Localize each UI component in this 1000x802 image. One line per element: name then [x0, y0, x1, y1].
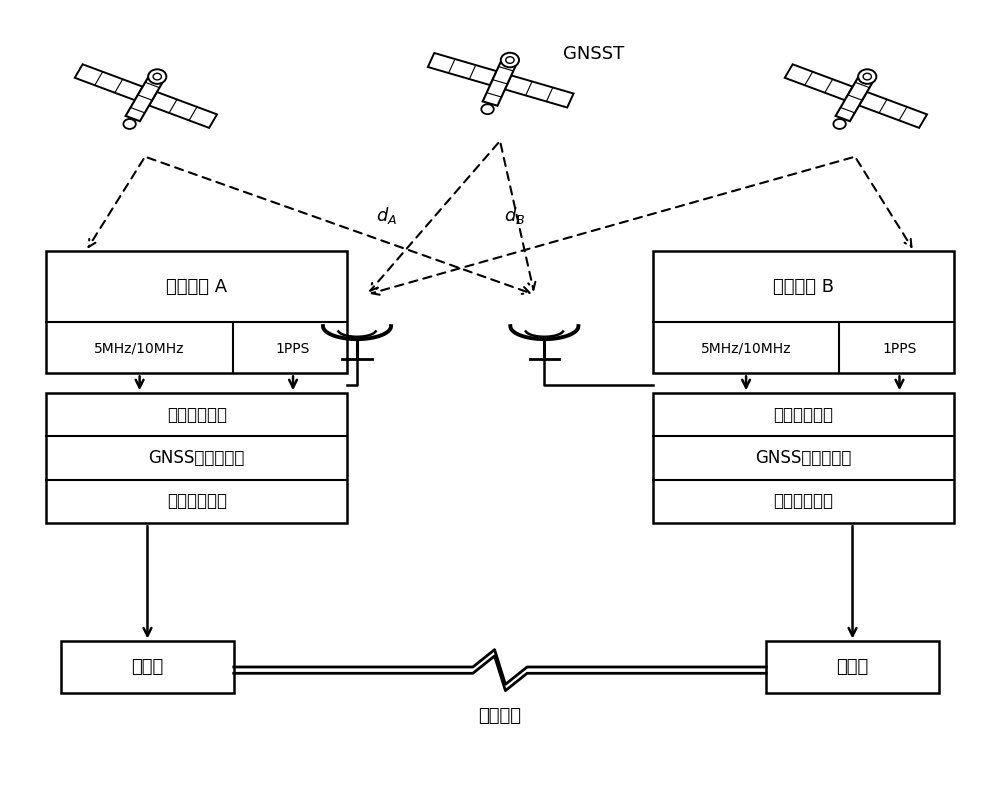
Text: $d_B$: $d_B$ [504, 205, 525, 226]
Polygon shape [836, 74, 874, 121]
Circle shape [123, 119, 136, 129]
Bar [653, 393, 954, 523]
Circle shape [506, 57, 514, 63]
Polygon shape [126, 74, 164, 121]
Text: 1PPS: 1PPS [882, 342, 917, 356]
Circle shape [153, 73, 161, 80]
Circle shape [858, 69, 876, 84]
Bar [61, 642, 234, 693]
Polygon shape [149, 92, 217, 128]
Text: 时频信号输入: 时频信号输入 [773, 406, 833, 423]
Bar [46, 393, 347, 523]
Text: 1PPS: 1PPS [276, 342, 310, 356]
Text: 数据交换: 数据交换 [479, 707, 522, 725]
Text: 守时系统 B: 守时系统 B [773, 277, 834, 296]
Text: 5MHz/10MHz: 5MHz/10MHz [94, 342, 185, 356]
Text: 比对数据输出: 比对数据输出 [167, 492, 227, 511]
Bar [766, 642, 939, 693]
Polygon shape [859, 92, 927, 128]
Circle shape [501, 53, 519, 67]
Text: GNSS共视接收机: GNSS共视接收机 [149, 449, 245, 467]
Polygon shape [428, 53, 497, 85]
Bar [46, 251, 347, 374]
Polygon shape [785, 64, 853, 100]
Text: 守时系统 A: 守时系统 A [166, 277, 227, 296]
Bar [653, 251, 954, 374]
Text: 计算机: 计算机 [836, 658, 869, 676]
Circle shape [148, 69, 166, 84]
Polygon shape [483, 58, 517, 106]
Polygon shape [505, 75, 574, 107]
Text: 5MHz/10MHz: 5MHz/10MHz [701, 342, 791, 356]
Text: 比对数据输出: 比对数据输出 [773, 492, 833, 511]
Text: $d_A$: $d_A$ [376, 205, 397, 226]
Circle shape [863, 73, 871, 80]
Circle shape [833, 119, 846, 129]
Polygon shape [75, 64, 143, 100]
Circle shape [481, 104, 494, 114]
Text: 计算机: 计算机 [131, 658, 164, 676]
Text: GNSST: GNSST [563, 45, 624, 63]
Text: GNSS共视接收机: GNSS共视接收机 [755, 449, 851, 467]
Text: 时频信号输入: 时频信号输入 [167, 406, 227, 423]
